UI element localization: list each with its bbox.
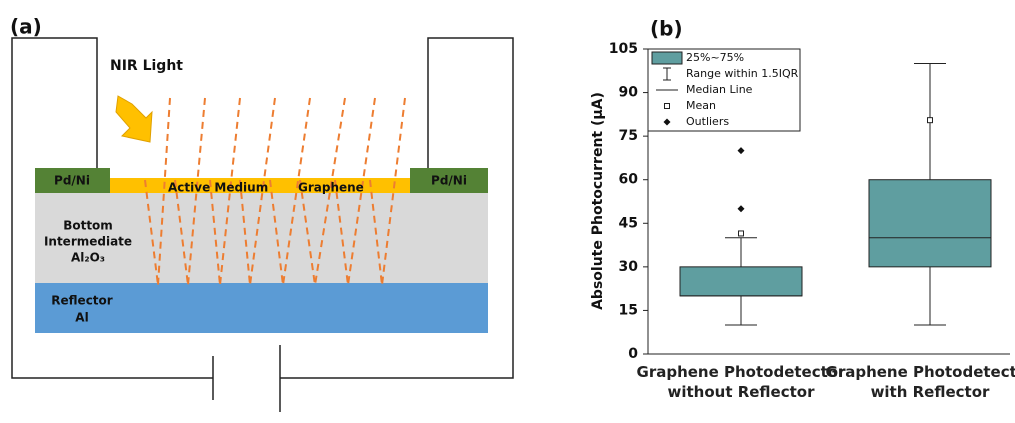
figure: (a) NIR Light Pd/Ni Pd/Ni Active Medium … (0, 0, 1015, 423)
mean-marker (739, 231, 744, 236)
y-axis-label: Absolute Photocurrent (μA) (590, 92, 606, 310)
light-label: NIR Light (110, 58, 183, 74)
outlier (738, 147, 745, 154)
legend-label: Outliers (686, 115, 729, 128)
layer-label: Al (75, 311, 88, 325)
figure-canvas: (a) NIR Light Pd/Ni Pd/Ni Active Medium … (0, 0, 1015, 423)
panel-label: (a) (10, 15, 42, 39)
graphene-label: Graphene (298, 181, 364, 195)
layer-label: Al₂O₃ (71, 251, 105, 265)
legend-label: 25%~75% (686, 51, 744, 64)
y-tick-label: 90 (619, 85, 639, 101)
legend-label: Mean (686, 99, 716, 112)
contact-label: Pd/Ni (431, 174, 467, 188)
y-tick-label: 30 (619, 259, 639, 275)
panel-a: (a) NIR Light Pd/Ni Pd/Ni Active Medium … (10, 15, 513, 413)
y-tick-label: 0 (628, 346, 638, 362)
outlier (738, 205, 745, 212)
legend-label: Median Line (686, 83, 753, 96)
mean-marker (928, 118, 933, 123)
light-arrow (116, 96, 152, 142)
box (869, 180, 991, 267)
y-tick-label: 105 (609, 41, 638, 57)
y-tick-label: 75 (619, 128, 638, 144)
y-tick-label: 60 (619, 172, 639, 188)
legend-label: Range within 1.5IQR (686, 67, 799, 80)
y-tick-label: 45 (619, 215, 638, 231)
x-tick-label: Graphene Photodetector without Reflector (636, 362, 846, 402)
y-tick-label: 15 (619, 302, 638, 318)
box (680, 267, 802, 296)
layer-label: Intermediate (44, 235, 132, 249)
contact-label: Pd/Ni (54, 174, 90, 188)
panel-label: (b) (650, 17, 683, 41)
reflector-layer (35, 283, 488, 333)
legend-key (665, 104, 670, 109)
layer-label: Bottom (63, 219, 113, 233)
x-tick-label: Graphene Photodetector with Reflector (825, 362, 1015, 402)
active-label: Active Medium (168, 181, 268, 195)
layer-label: Reflector (51, 294, 113, 308)
legend-key (652, 52, 682, 64)
